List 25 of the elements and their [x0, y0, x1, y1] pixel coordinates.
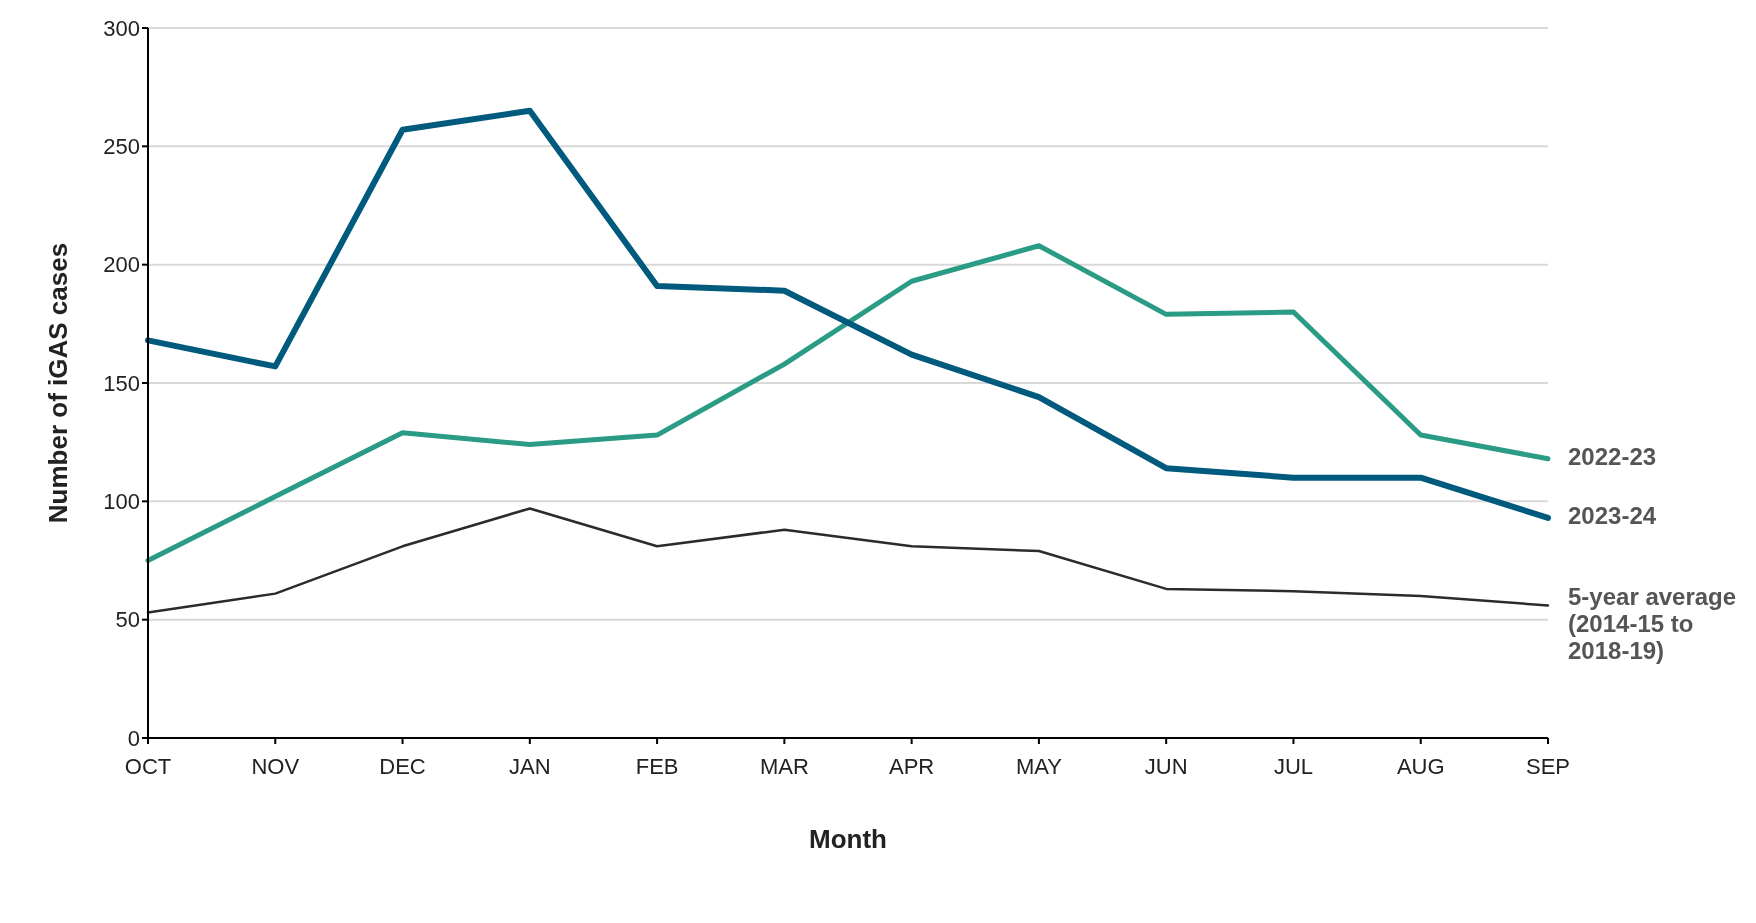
x-tick-label: APR: [889, 753, 935, 779]
y-tick-label: 50: [115, 607, 140, 633]
y-tick-label: 250: [103, 134, 140, 160]
line-series: [146, 507, 1550, 614]
series-label: 2023-24: [1568, 502, 1657, 530]
y-tick-label: 100: [103, 489, 140, 515]
x-tick-label: JUL: [1273, 753, 1314, 779]
x-tick-label: DEC: [379, 753, 426, 779]
x-tick-label: MAY: [1015, 753, 1063, 779]
x-tick-label: SEP: [1525, 753, 1571, 779]
y-axis-title: Number of iGAS cases: [43, 242, 74, 524]
x-tick-label: JAN: [509, 753, 551, 779]
y-tick-label: 200: [103, 252, 140, 278]
x-tick-label: MAR: [759, 753, 809, 779]
series-label: 2022-23: [1568, 443, 1657, 471]
x-tick-label: FEB: [635, 753, 679, 779]
x-tick-label: AUG: [1396, 753, 1445, 779]
x-tick-label: NOV: [251, 753, 300, 779]
x-axis-title: Month: [809, 824, 887, 854]
y-tick-label: 300: [103, 15, 140, 41]
y-tick-label: 150: [103, 370, 140, 396]
y-tick-label: 0: [127, 725, 140, 751]
series-label: 5-year average (2014-15 to 2018-19): [1568, 583, 1737, 665]
x-tick-label: JUN: [1144, 753, 1188, 779]
x-tick-label: OCT: [124, 753, 172, 779]
